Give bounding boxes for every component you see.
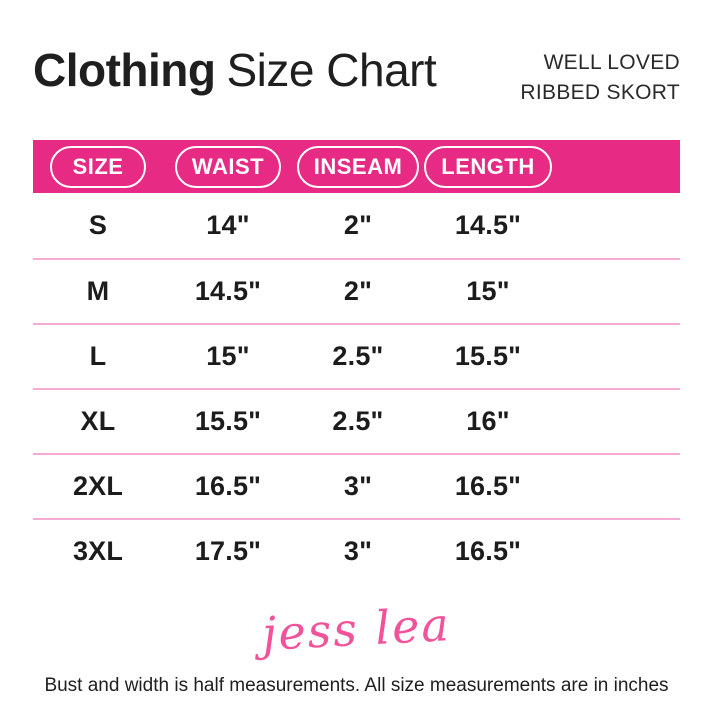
cell-waist: 16.5": [194, 471, 262, 501]
length-header-pill: LENGTH: [424, 145, 552, 188]
cell-waist: 15.5": [194, 406, 262, 436]
table-row: 3XL 17.5" 3" 16.5": [33, 518, 680, 583]
cell-inseam: 3": [343, 536, 373, 566]
cell-length: 14.5": [454, 210, 522, 240]
table-row: 2XL 16.5" 3" 16.5": [33, 453, 680, 518]
cell-length: 16.5": [454, 471, 522, 501]
header: Clothing Size Chart WELL LOVED RIBBED SKO…: [33, 44, 680, 104]
cell-size: L: [89, 341, 107, 371]
cell-size: S: [88, 210, 108, 240]
waist-header-pill: WAIST: [174, 145, 282, 188]
cell-inseam: 2": [343, 276, 373, 306]
size-header-pill: SIZE: [50, 145, 146, 188]
cell-size: XL: [80, 406, 116, 436]
product-name-line2: RIBBED SKORT: [520, 81, 680, 104]
page-title-regular: Size Chart: [226, 44, 437, 96]
table-row: S 14" 2" 14.5": [33, 193, 680, 258]
cell-size: 3XL: [72, 536, 124, 566]
cell-inseam: 3": [343, 471, 373, 501]
header-col-waist: WAIST: [163, 145, 293, 188]
inseam-header-pill: INSEAM: [296, 145, 420, 188]
cell-inseam: 2": [343, 210, 373, 240]
cell-length: 16": [466, 406, 510, 436]
cell-waist: 14": [206, 210, 250, 240]
page-title: Clothing Size Chart: [33, 44, 437, 96]
measurement-note: Bust and width is half measurements. All…: [44, 675, 669, 696]
brand-signature-area: jess lea: [33, 585, 680, 673]
cell-waist: 15": [206, 341, 250, 371]
table-row: XL 15.5" 2.5" 16": [33, 388, 680, 453]
table-row: L 15" 2.5" 15.5": [33, 323, 680, 388]
product-name: WELL LOVED RIBBED SKORT: [520, 48, 680, 108]
cell-length: 15.5": [454, 341, 522, 371]
product-name-line1: WELL LOVED: [543, 51, 680, 74]
size-table-body: S 14" 2" 14.5" M 14.5" 2" 15" L 15" 2.5"…: [33, 193, 680, 583]
cell-waist: 14.5": [194, 276, 262, 306]
cell-waist: 17.5": [194, 536, 262, 566]
cell-inseam: 2.5": [332, 341, 384, 371]
header-col-inseam: INSEAM: [293, 145, 423, 188]
header-col-length: LENGTH: [423, 145, 553, 188]
table-row: M 14.5" 2" 15": [33, 258, 680, 323]
header-col-size: SIZE: [33, 145, 163, 188]
cell-length: 15": [466, 276, 510, 306]
brand-signature: jess lea: [260, 597, 453, 661]
cell-size: 2XL: [72, 471, 124, 501]
table-header-band: SIZE WAIST INSEAM LENGTH: [33, 140, 680, 193]
page-title-bold: Clothing: [33, 44, 216, 96]
cell-length: 16.5": [454, 536, 522, 566]
cell-inseam: 2.5": [332, 406, 384, 436]
cell-size: M: [86, 276, 110, 306]
